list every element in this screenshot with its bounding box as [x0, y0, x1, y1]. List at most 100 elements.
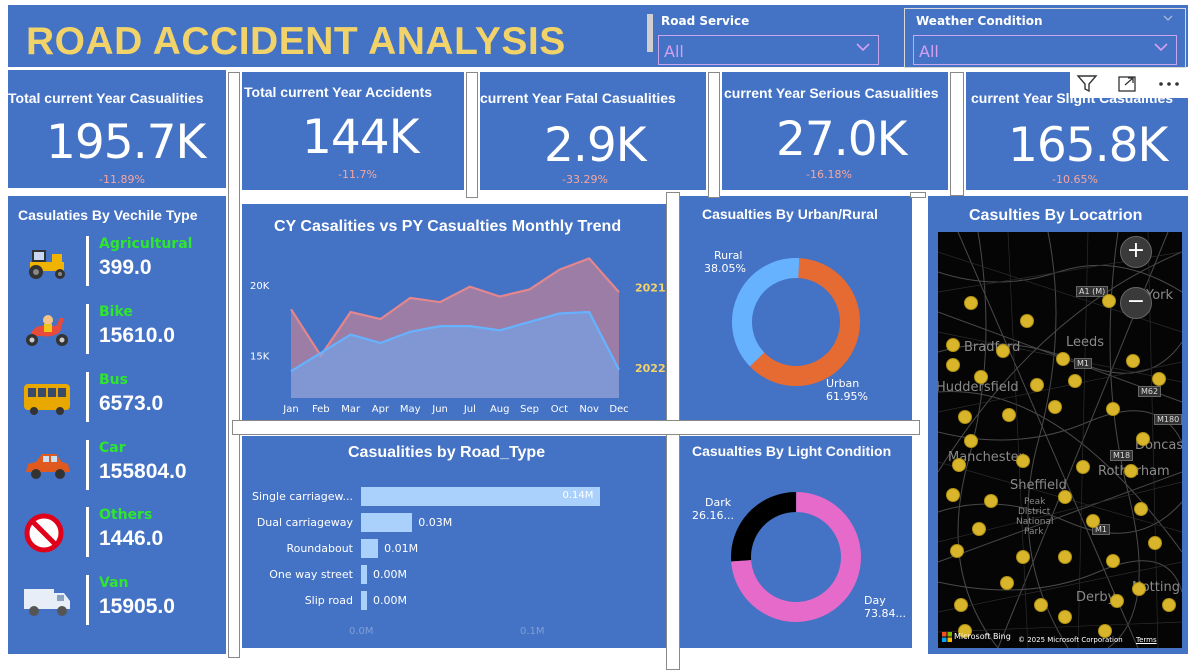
map-point[interactable]: [1000, 576, 1014, 590]
map-point[interactable]: [952, 458, 966, 472]
map-point[interactable]: [1134, 502, 1148, 516]
map-point[interactable]: [1136, 432, 1150, 446]
kpi-value: 144K: [302, 110, 420, 165]
map-point[interactable]: [984, 494, 998, 508]
map-point[interactable]: [1110, 594, 1124, 608]
map-city-label: Bradford: [964, 340, 1021, 355]
map-city-label: Manchester: [948, 450, 1025, 465]
vehicle-value: 15905.0: [99, 595, 175, 618]
map-point[interactable]: [1086, 514, 1100, 528]
x-tick-label: Nov: [579, 404, 599, 415]
map-point[interactable]: [996, 344, 1010, 358]
kpi-label: current Year Fatal Casualities: [480, 90, 676, 106]
map-point[interactable]: [958, 410, 972, 424]
rural-label: Rural 38.05%: [704, 249, 756, 275]
map-point[interactable]: [1030, 378, 1044, 392]
map-terms-link[interactable]: Terms: [1136, 636, 1157, 644]
map-point[interactable]: [950, 544, 964, 558]
map-point[interactable]: [1002, 408, 1016, 422]
road-service-slicer[interactable]: All: [658, 35, 879, 65]
map-point[interactable]: [1126, 354, 1140, 368]
map-point[interactable]: [972, 522, 986, 536]
road-badge: M18: [1110, 450, 1134, 461]
map-point[interactable]: [1020, 314, 1034, 328]
map-point[interactable]: [1058, 490, 1072, 504]
kpi-value: 2.9K: [544, 118, 647, 173]
map-point[interactable]: [1148, 536, 1162, 550]
road-type-bar: [361, 591, 367, 610]
map-point[interactable]: [946, 358, 960, 372]
donut-slice-rural[interactable]: [732, 258, 800, 367]
vehicle-divider: [86, 440, 89, 490]
map-copyright: © 2025 Microsoft Corporation: [1018, 636, 1123, 644]
map-point[interactable]: [964, 434, 978, 448]
series-label: 2022: [635, 362, 666, 375]
rural-name: Rural: [714, 249, 743, 262]
vehicle-name: Agricultural: [99, 236, 193, 252]
kpi-label: Total current Year Accidents: [244, 84, 433, 100]
road-type-value: 0.00M: [373, 594, 407, 607]
map-point[interactable]: [1016, 454, 1030, 468]
map-point[interactable]: [1048, 400, 1062, 414]
location-map[interactable]: York Bradford Leeds Huddersfield Manches…: [938, 232, 1182, 648]
map-point[interactable]: [1058, 550, 1072, 564]
chevron-down-icon: [856, 43, 870, 52]
bus-icon: [24, 384, 70, 415]
y-tick-label: 20K: [250, 281, 270, 292]
x-tick-label: Dec: [609, 404, 628, 415]
map-point[interactable]: [1068, 374, 1082, 388]
map-point[interactable]: [974, 370, 988, 384]
map-point[interactable]: [1058, 610, 1072, 624]
kpi-delta: -10.65%: [1052, 173, 1098, 186]
road-service-value: All: [664, 42, 684, 61]
kpi-label: Total current Year Casualities: [8, 90, 204, 106]
map-point[interactable]: [1076, 460, 1090, 474]
map-point[interactable]: [1098, 624, 1112, 638]
map-point[interactable]: [946, 338, 960, 352]
vehicle-name: Car: [99, 440, 126, 456]
map-point[interactable]: [1106, 402, 1120, 416]
vehicle-value: 1446.0: [99, 527, 164, 550]
map-park-label: Park: [1024, 527, 1044, 537]
filter-icon[interactable]: [1076, 74, 1098, 94]
donut-slice-day[interactable]: [731, 492, 861, 622]
map-point[interactable]: [1124, 464, 1138, 478]
more-options-icon[interactable]: [1156, 74, 1182, 94]
map-point[interactable]: [1162, 598, 1176, 612]
map-point[interactable]: [958, 624, 972, 638]
vehicle-divider: [86, 575, 89, 625]
series-label: 2021: [635, 281, 666, 294]
map-point[interactable]: [1152, 372, 1166, 386]
day-name: Day: [864, 594, 886, 607]
donut-slice-urban[interactable]: [749, 258, 860, 386]
road-type-bar: [361, 513, 413, 532]
map-point[interactable]: [1106, 554, 1120, 568]
vehicle-divider: [86, 304, 89, 354]
weather-condition-slicer[interactable]: All: [913, 35, 1177, 65]
dark-pct: 26.16...: [692, 509, 734, 522]
zoom-out-button[interactable]: −: [1120, 287, 1152, 319]
focus-mode-icon[interactable]: [1116, 74, 1138, 94]
map-point[interactable]: [964, 296, 978, 310]
road-type-value: 0.01M: [384, 542, 419, 555]
chevron-down-icon[interactable]: [1162, 12, 1174, 24]
separator: [228, 72, 240, 658]
x-tick-label: Jul: [463, 404, 476, 415]
kpi-card-total-casualties: [8, 70, 226, 188]
vehicle-row-car: Car 155804.0: [14, 440, 214, 500]
vehicle-row-bus: Bus 6573.0: [14, 372, 214, 432]
page-title: ROAD ACCIDENT ANALYSIS: [26, 20, 566, 63]
map-city-label: Huddersfield: [938, 380, 1019, 395]
kpi-delta: -11.89%: [99, 173, 145, 186]
road-type-label: Single carriagew...: [252, 490, 353, 503]
map-point[interactable]: [1102, 294, 1116, 308]
map-point[interactable]: [946, 488, 960, 502]
donut-slice-dark[interactable]: [731, 492, 797, 562]
map-point[interactable]: [1132, 582, 1146, 596]
zoom-in-button[interactable]: +: [1120, 236, 1152, 268]
map-point[interactable]: [954, 598, 968, 612]
map-point[interactable]: [1034, 598, 1048, 612]
map-point[interactable]: [1016, 550, 1030, 564]
map-point[interactable]: [1056, 352, 1070, 366]
x-tick-label: Jun: [431, 404, 448, 415]
